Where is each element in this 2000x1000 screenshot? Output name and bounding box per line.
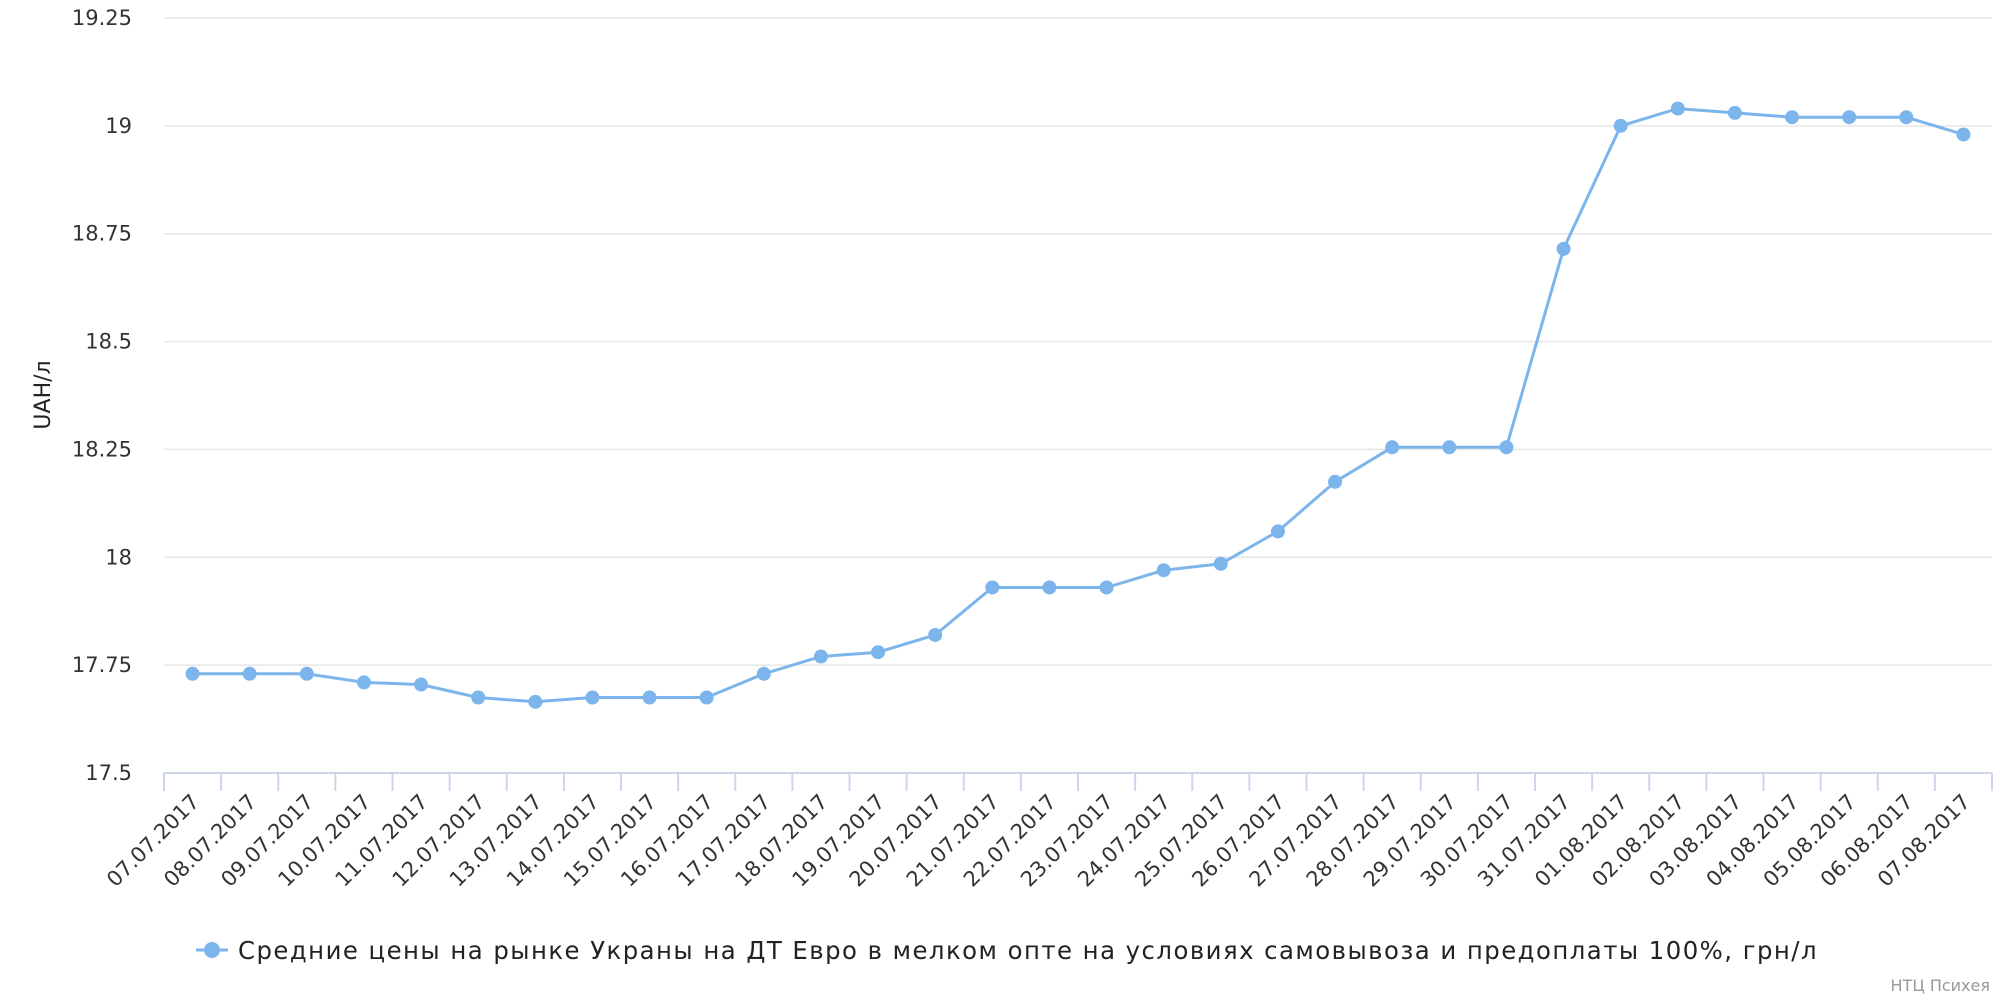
- legend-marker-icon: [204, 942, 220, 958]
- data-point[interactable]: [1156, 563, 1171, 578]
- y-tick-label: 19.25: [72, 6, 132, 30]
- data-point[interactable]: [1385, 440, 1400, 455]
- data-point[interactable]: [1727, 105, 1742, 120]
- y-tick-label: 19: [105, 114, 132, 138]
- data-point[interactable]: [242, 666, 257, 681]
- data-point[interactable]: [299, 666, 314, 681]
- data-point[interactable]: [1556, 241, 1571, 256]
- legend-label: Средние цены на рынке Украны на ДТ Евро …: [238, 936, 1818, 965]
- data-point[interactable]: [985, 580, 1000, 595]
- legend[interactable]: Средние цены на рынке Украны на ДТ Евро …: [196, 936, 1818, 965]
- data-point[interactable]: [1785, 110, 1800, 125]
- data-point[interactable]: [471, 690, 486, 705]
- chart-credit[interactable]: НТЦ Психея: [1891, 976, 1990, 995]
- data-point[interactable]: [1956, 127, 1971, 142]
- data-point[interactable]: [1328, 474, 1343, 489]
- data-point[interactable]: [813, 649, 828, 664]
- y-tick-label: 18.25: [72, 437, 132, 461]
- series-layer: [185, 101, 1971, 709]
- data-point[interactable]: [642, 690, 657, 705]
- y-tick-label: 18: [105, 545, 132, 569]
- y-axis-ticks: 17.5 17.75 18 18.25 18.5 18.75 19 19.25: [72, 6, 132, 785]
- data-point[interactable]: [1899, 110, 1914, 125]
- data-point[interactable]: [1042, 580, 1057, 595]
- data-point[interactable]: [1213, 556, 1228, 571]
- y-tick-label: 18.75: [72, 222, 132, 246]
- x-axis: 07.07.201708.07.201709.07.201710.07.2017…: [102, 772, 1993, 892]
- y-tick-label: 18.5: [85, 330, 132, 354]
- data-point[interactable]: [414, 677, 429, 692]
- data-point[interactable]: [585, 690, 600, 705]
- data-point[interactable]: [1499, 440, 1514, 455]
- series-line: [192, 107, 1964, 704]
- grid-layer: [164, 17, 1992, 666]
- data-point[interactable]: [1670, 101, 1685, 116]
- y-axis-label: UAH/л: [31, 360, 56, 429]
- data-point[interactable]: [1442, 440, 1457, 455]
- data-point[interactable]: [356, 675, 371, 690]
- data-point[interactable]: [1613, 118, 1628, 133]
- data-point[interactable]: [871, 645, 886, 660]
- y-tick-label: 17.5: [85, 761, 132, 785]
- data-point[interactable]: [1842, 110, 1857, 125]
- data-point[interactable]: [528, 694, 543, 709]
- data-point[interactable]: [185, 666, 200, 681]
- data-point[interactable]: [1099, 580, 1114, 595]
- y-tick-label: 17.75: [72, 653, 132, 677]
- data-point[interactable]: [699, 690, 714, 705]
- data-point[interactable]: [756, 666, 771, 681]
- data-point[interactable]: [1270, 524, 1285, 539]
- data-point[interactable]: [928, 627, 943, 642]
